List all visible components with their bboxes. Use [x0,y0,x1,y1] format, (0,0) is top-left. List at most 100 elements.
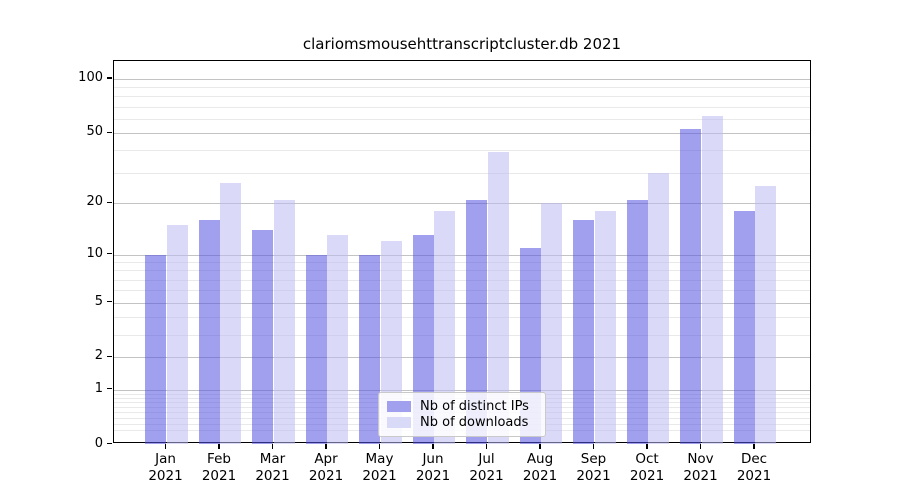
bar-downloads-jun [434,211,456,445]
y-tick-mark [107,201,112,203]
x-tick-mark [539,443,541,449]
bar-ips-mar [252,230,274,445]
year-label: 2021 [415,468,451,484]
y-tick-label: 10 [86,245,103,261]
plot-area [113,60,811,445]
year-label: 2021 [576,468,611,484]
gridline-minor [114,270,810,272]
gridline-major [114,203,810,205]
ips-swatch-icon [387,401,411,412]
year-label: 2021 [683,468,718,484]
bar-downloads-oct [648,172,670,445]
gridline-minor [114,262,810,264]
year-label: 2021 [255,468,290,484]
bar-ips-feb [198,220,220,445]
gridline-minor [114,106,810,108]
y-tick-mark [107,355,112,358]
x-tick-label-apr: Apr 2021 [299,451,353,485]
legend-label-ips: Nb of distinct IPs [420,399,529,414]
gridline-major [114,79,810,80]
bar-downloads-nov [701,116,723,445]
month-label: Jan [155,451,176,467]
x-tick-mark [753,443,755,449]
x-tick-mark [164,443,167,449]
year-label: 2021 [308,468,344,484]
x-tick-label-oct: Oct 2021 [620,451,674,485]
y-tick-mark [107,252,112,255]
year-label: 2021 [629,468,665,484]
y-tick-label: 5 [94,293,103,309]
bar-downloads-sep [594,211,616,445]
bar-ips-jul [466,199,488,445]
bar-ips-apr [305,254,327,445]
x-tick-mark [485,443,488,449]
y-tick-mark [107,388,112,390]
x-tick-mark [218,443,220,449]
gridline-minor [114,150,810,152]
month-label: Mar [259,451,286,467]
chart-title: clariomsmousehttranscriptcluster.db 2021 [302,35,622,53]
x-tick-mark [646,443,648,449]
x-tick-label-jul: Jul 2021 [460,451,514,485]
bar-ips-nov [680,128,702,445]
year-label: 2021 [469,468,504,484]
gridline-major [114,302,810,304]
month-label: May [365,451,394,467]
month-label: Nov [687,451,714,467]
y-tick-mark [107,442,112,445]
x-tick-mark [325,443,327,449]
bar-downloads-jul [487,152,509,445]
gridline-minor [114,118,810,120]
month-label: Apr [314,451,338,467]
x-tick-mark [699,443,702,449]
gridline-major [114,357,810,359]
year-label: 2021 [148,468,183,484]
x-tick-mark [378,443,381,449]
year-label: 2021 [736,468,772,484]
month-label: Aug [526,451,554,467]
x-tick-label-dec: Dec 2021 [727,451,781,485]
x-tick-mark [271,443,274,449]
bar-ips-jan [145,254,167,445]
bar-ips-sep [573,220,595,445]
gridline-minor [114,317,810,319]
bar-ips-dec [733,211,755,445]
gridline-minor [114,87,810,89]
gridline-minor [114,334,810,336]
y-tick-label: 1 [94,380,103,396]
bar-downloads-apr [327,235,349,445]
gridline-minor [114,96,810,98]
gridline-major [114,389,810,391]
gridline-major [114,254,810,256]
x-tick-label-aug: Aug 2021 [513,451,567,485]
gridline-minor [114,279,810,281]
y-tick-mark [107,77,112,79]
bar-ips-oct [626,199,648,445]
x-tick-mark [432,443,434,449]
legend-row-downloads: Nb of downloads [387,415,537,430]
downloads-swatch-icon [387,417,411,428]
y-tick-label: 0 [94,435,103,451]
x-tick-label-feb: Feb 2021 [192,451,246,485]
month-label: Jul [478,451,495,467]
month-label: Feb [207,451,231,467]
x-tick-label-sep: Sep 2021 [567,451,621,485]
bar-downloads-jan [166,224,188,445]
y-tick-label: 50 [86,124,103,140]
y-tick-mark [107,131,112,133]
legend-row-ips: Nb of distinct IPs [387,399,537,414]
gridline-minor [114,172,810,174]
month-label: Sep [580,451,607,467]
legend-label-downloads: Nb of downloads [420,415,529,430]
x-tick-mark [592,443,595,449]
gridline-minor [114,290,810,292]
bar-downloads-mar [273,199,295,445]
bar-downloads-feb [220,183,242,445]
month-label: Dec [740,451,768,467]
y-tick-label: 100 [78,70,103,85]
x-tick-label-mar: Mar 2021 [246,451,300,485]
bar-ips-may [359,254,381,445]
gridline-major [114,133,810,135]
x-tick-label-may: May 2021 [353,451,407,485]
